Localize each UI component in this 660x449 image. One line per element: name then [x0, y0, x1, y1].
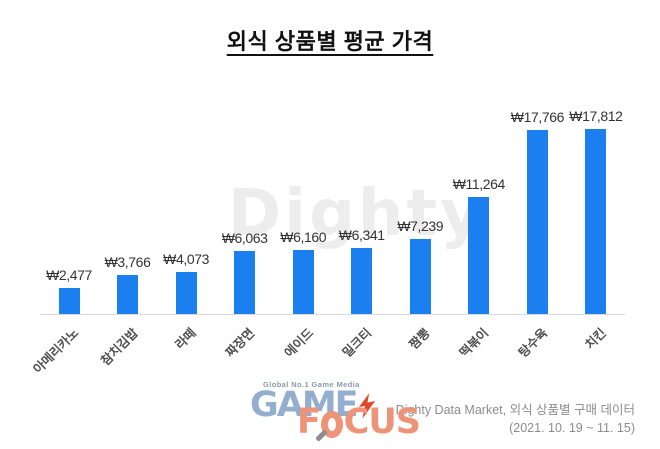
bar-group: ₩7,239 — [391, 105, 449, 314]
bar-group: ₩3,766 — [99, 105, 157, 314]
title-bar: 외식 상품별 평균 가격 — [0, 0, 660, 56]
source-line2: (2021. 10. 19 ~ 11. 15) — [509, 421, 635, 436]
x-axis-tick: 참치김밥 — [98, 315, 157, 395]
bar — [526, 129, 548, 314]
x-axis-tick-label: 아메리카노 — [31, 325, 82, 377]
logo-focus-f: F — [297, 402, 321, 443]
bar — [234, 251, 256, 314]
bar-value-label: ₩2,477 — [46, 267, 92, 284]
x-axis-tick-label: 치킨 — [582, 325, 609, 353]
magnifier-icon — [320, 411, 343, 439]
logo-focus-text: F CUS — [297, 402, 421, 443]
x-axis-tick-label: 에이드 — [281, 325, 316, 361]
bar — [585, 129, 607, 314]
bar-value-label: ₩6,160 — [280, 229, 327, 245]
bar-plot: ₩2,477 ₩3,766 ₩4,073 ₩6,063 ₩6,160 ₩6,341 ₩7,2… — [40, 105, 625, 315]
bar-value-label: ₩6,341 — [338, 227, 385, 244]
bar-group: ₩6,160 — [274, 105, 332, 314]
x-axis-tick-label: 떡볶이 — [457, 325, 492, 361]
bar-group: ₩2,477 — [40, 105, 98, 314]
bar-group: ₩6,063 — [216, 105, 274, 314]
bar — [58, 288, 80, 314]
bar — [175, 271, 197, 314]
bar — [409, 238, 431, 314]
gamefocus-logo: Global No.1 Game Media GAME F CUS — [250, 380, 421, 443]
logo-focus-cus: CUS — [343, 402, 421, 443]
bar-group: ₩6,341 — [333, 105, 391, 314]
bar-value-label: ₩17,812 — [569, 108, 623, 124]
source-note: Dighty Data Market, 외식 상품별 구매 데이터 (2021.… — [396, 401, 635, 437]
bar-value-label: ₩4,073 — [163, 250, 210, 267]
x-axis-tick-label: 짜장면 — [223, 325, 258, 361]
logo-tagline: Global No.1 Game Media — [263, 380, 360, 389]
dighty-watermark: Dighty — [228, 177, 485, 251]
bar — [351, 248, 373, 314]
x-axis-tick: 떡볶이 — [450, 315, 508, 395]
bar-group: ₩11,264 — [450, 105, 508, 314]
x-axis-tick-label: 탕수육 — [515, 325, 551, 361]
x-axis-tick: 아메리카노 — [31, 315, 98, 395]
bar-group: ₩17,766 — [508, 105, 566, 314]
bar-value-label: ₩7,239 — [397, 217, 444, 234]
bar — [117, 274, 139, 314]
x-axis-tick-label: 참치김밥 — [97, 325, 141, 369]
chart-title: 외식 상품별 평균 가격 — [226, 29, 434, 54]
x-axis-tick: 치킨 — [567, 315, 625, 395]
bar — [468, 197, 490, 314]
bar — [292, 250, 314, 314]
lightning-bolt-icon — [358, 393, 375, 419]
bar-value-label: ₩6,063 — [221, 230, 268, 246]
chart-area: Dighty ₩2,477 ₩3,766 ₩4,073 ₩6,063 ₩6,160 ₩6,… — [31, 105, 625, 395]
x-axis-tick-label: 라떼 — [172, 325, 199, 353]
bar-value-label: ₩17,766 — [510, 108, 565, 125]
x-axis-tick-label: 짬뽕 — [406, 325, 434, 353]
bar-group: ₩17,812 — [567, 105, 625, 314]
bar-value-label: ₩3,766 — [104, 253, 151, 270]
x-axis-tick: 탕수육 — [508, 315, 566, 395]
x-axis-tick: 라떼 — [157, 315, 215, 395]
source-line1: Dighty Data Market, 외식 상품별 구매 데이터 — [395, 403, 635, 417]
x-axis-tick-label: 밀크티 — [340, 325, 375, 361]
bar-group: ₩4,073 — [157, 105, 215, 314]
bar-value-label: ₩11,264 — [452, 176, 506, 192]
